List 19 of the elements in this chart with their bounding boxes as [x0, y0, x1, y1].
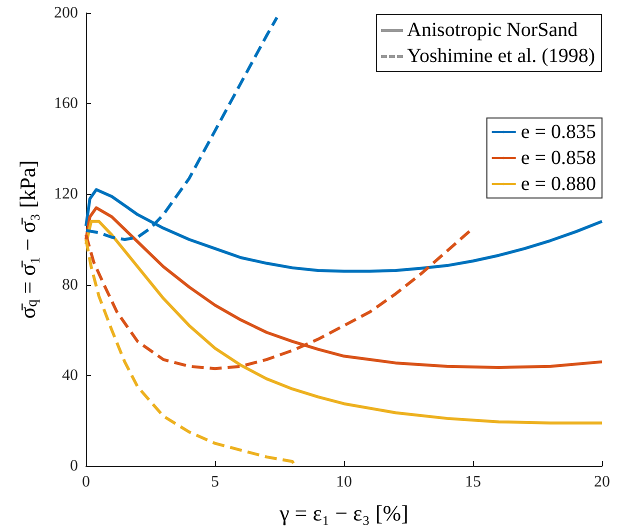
y-tick-label: 80	[62, 276, 78, 294]
x-tick-label: 15	[465, 474, 481, 490]
x-axis-title: γ = ε₁ − ε₃ [%]	[278, 500, 408, 526]
legend-label: e = 0.835	[520, 121, 596, 143]
line-series	[84, 206, 604, 369]
x-tick-label: 5	[211, 474, 219, 490]
x-tick-label: 20	[594, 474, 610, 490]
y-tick-label: 160	[54, 95, 78, 112]
x-tick-label: 0	[82, 474, 90, 490]
annotation: Yoshimine et al. (1998)	[407, 44, 595, 69]
y-tick-label: 120	[54, 186, 78, 203]
annotation: Anisotropic NorSand	[407, 18, 578, 43]
legend-label: e = 0.858	[520, 147, 596, 169]
x-tick-label: 10	[336, 474, 352, 490]
y-tick-label: 40	[62, 366, 78, 384]
y-axis-title: σ̄q = σ̄₁ − σ̄₃ [kPa]	[15, 160, 40, 319]
legend-label: e = 0.880	[520, 173, 596, 195]
y-tick-label: 200	[54, 4, 78, 22]
y-tick-label: 0	[70, 458, 78, 474]
